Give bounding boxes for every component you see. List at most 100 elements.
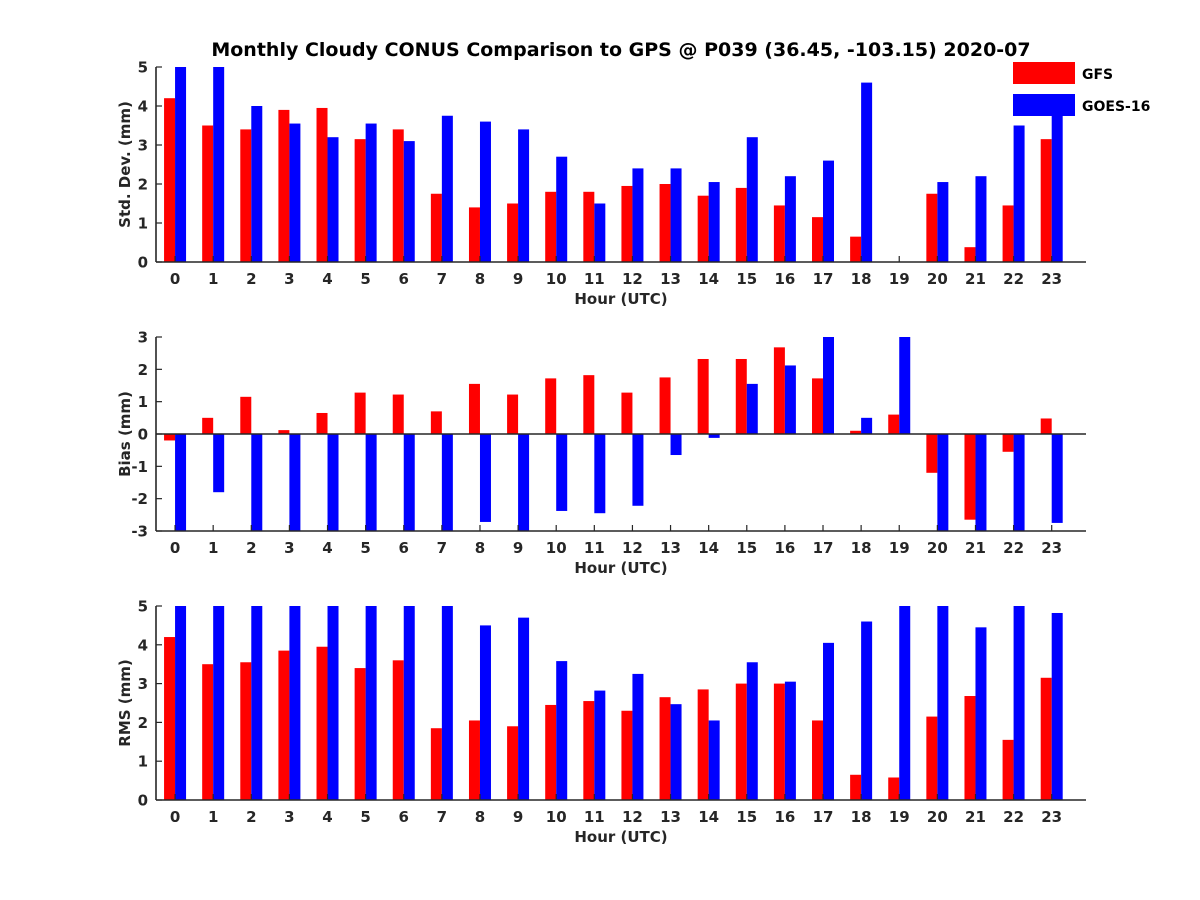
bar-goes-16-hour-10 [556,661,568,800]
bar-gfs-hour-6 [392,129,404,262]
x-tick-label: 19 [889,539,910,557]
bar-gfs-hour-7 [430,193,442,262]
x-tick-label: 18 [851,808,872,826]
bar-gfs-hour-12 [621,392,633,434]
bar-gfs-hour-11 [583,701,595,800]
bar-goes-16-hour-17 [823,160,835,262]
x-tick-label: 9 [513,808,523,826]
bar-goes-16-hour-18 [861,417,873,434]
bar-goes-16-hour-9 [518,129,530,262]
x-tick-label: 11 [584,539,605,557]
bar-goes-16-hour-1 [213,67,225,262]
x-tick-label: 9 [513,270,523,288]
x-tick-label: 23 [1041,270,1062,288]
bar-goes-16-hour-15 [746,383,758,434]
y-tick-label: 4 [138,636,148,654]
bar-gfs-hour-9 [507,203,519,262]
bar-goes-16-hour-2 [251,606,263,800]
bar-goes-16-hour-5 [365,123,377,262]
x-tick-label: 7 [437,808,447,826]
bar-goes-16-hour-2 [251,434,263,531]
bar-goes-16-hour-0 [175,67,187,262]
bar-gfs-hour-4 [316,107,328,262]
bar-goes-16-hour-18 [861,82,873,262]
bar-goes-16-hour-9 [518,617,530,800]
x-tick-label: 2 [246,539,256,557]
bar-gfs-hour-15 [735,683,747,800]
y-tick-label: 3 [138,675,148,693]
bar-goes-16-hour-11 [594,434,606,514]
x-tick-label: 10 [546,270,567,288]
bar-gfs-hour-16 [773,683,785,800]
bar-goes-16-hour-22 [1013,125,1025,262]
bar-gfs-hour-20 [926,434,938,473]
bar-goes-16-hour-19 [899,606,911,800]
bar-goes-16-hour-5 [365,606,377,800]
y-axis-label: RMS (mm) [116,659,134,746]
legend-swatch-goes-16 [1013,94,1075,116]
bar-gfs-hour-0 [164,434,176,441]
y-tick-label: 0 [138,254,148,272]
x-axis-label: Hour (UTC) [574,290,667,308]
bar-gfs-hour-3 [278,109,290,263]
bar-gfs-hour-1 [202,664,214,800]
bar-gfs-hour-1 [202,125,214,262]
bar-gfs-hour-22 [1002,434,1014,452]
x-tick-label: 22 [1003,270,1024,288]
bar-gfs-hour-1 [202,417,214,434]
legend-label-goes-16: GOES-16 [1082,99,1150,115]
bar-goes-16-hour-1 [213,434,225,493]
bar-goes-16-hour-8 [479,625,491,800]
bar-goes-16-hour-17 [823,642,835,800]
bar-gfs-hour-12 [621,710,633,800]
bar-goes-16-hour-11 [594,203,606,262]
bar-gfs-hour-22 [1002,739,1014,800]
x-tick-label: 21 [965,539,986,557]
x-tick-label: 0 [170,539,180,557]
bar-goes-16-hour-19 [899,337,911,434]
x-tick-label: 0 [170,270,180,288]
bar-gfs-hour-14 [697,195,709,262]
bar-gfs-hour-17 [812,217,824,262]
x-tick-label: 3 [284,539,294,557]
bar-goes-16-hour-12 [632,434,644,506]
bar-gfs-hour-17 [812,720,824,800]
bar-goes-16-hour-15 [746,662,758,800]
x-tick-label: 14 [698,539,719,557]
y-tick-label: -1 [131,458,148,476]
bar-gfs-hour-13 [659,184,671,262]
x-tick-label: 6 [399,539,409,557]
y-tick-label: 0 [138,792,148,810]
x-tick-label: 5 [360,270,370,288]
x-tick-label: 3 [284,808,294,826]
x-tick-label: 2 [246,808,256,826]
bar-gfs-hour-15 [735,358,747,434]
bar-goes-16-hour-4 [327,137,339,262]
x-tick-label: 7 [437,539,447,557]
bar-gfs-hour-3 [278,430,290,434]
bar-gfs-hour-14 [697,358,709,434]
x-tick-label: 18 [851,539,872,557]
x-axis-label: Hour (UTC) [574,559,667,577]
bar-goes-16-hour-9 [518,434,530,531]
bar-gfs-hour-18 [850,430,862,434]
y-tick-label: 1 [138,393,148,411]
bar-goes-16-hour-4 [327,606,339,800]
bar-gfs-hour-23 [1040,139,1052,262]
y-axis-label: Bias (mm) [116,391,134,477]
bar-gfs-hour-21 [964,247,976,262]
x-tick-label: 7 [437,270,447,288]
bar-goes-16-hour-21 [975,434,987,531]
y-tick-label: -2 [131,490,148,508]
bar-gfs-hour-5 [354,392,366,434]
x-tick-label: 16 [774,270,795,288]
bar-gfs-hour-3 [278,650,290,800]
y-tick-label: 1 [138,753,148,771]
bar-gfs-hour-6 [392,394,404,434]
bar-gfs-hour-16 [773,205,785,262]
x-tick-label: 20 [927,808,948,826]
x-tick-label: 15 [736,270,757,288]
bar-gfs-hour-10 [545,704,557,800]
